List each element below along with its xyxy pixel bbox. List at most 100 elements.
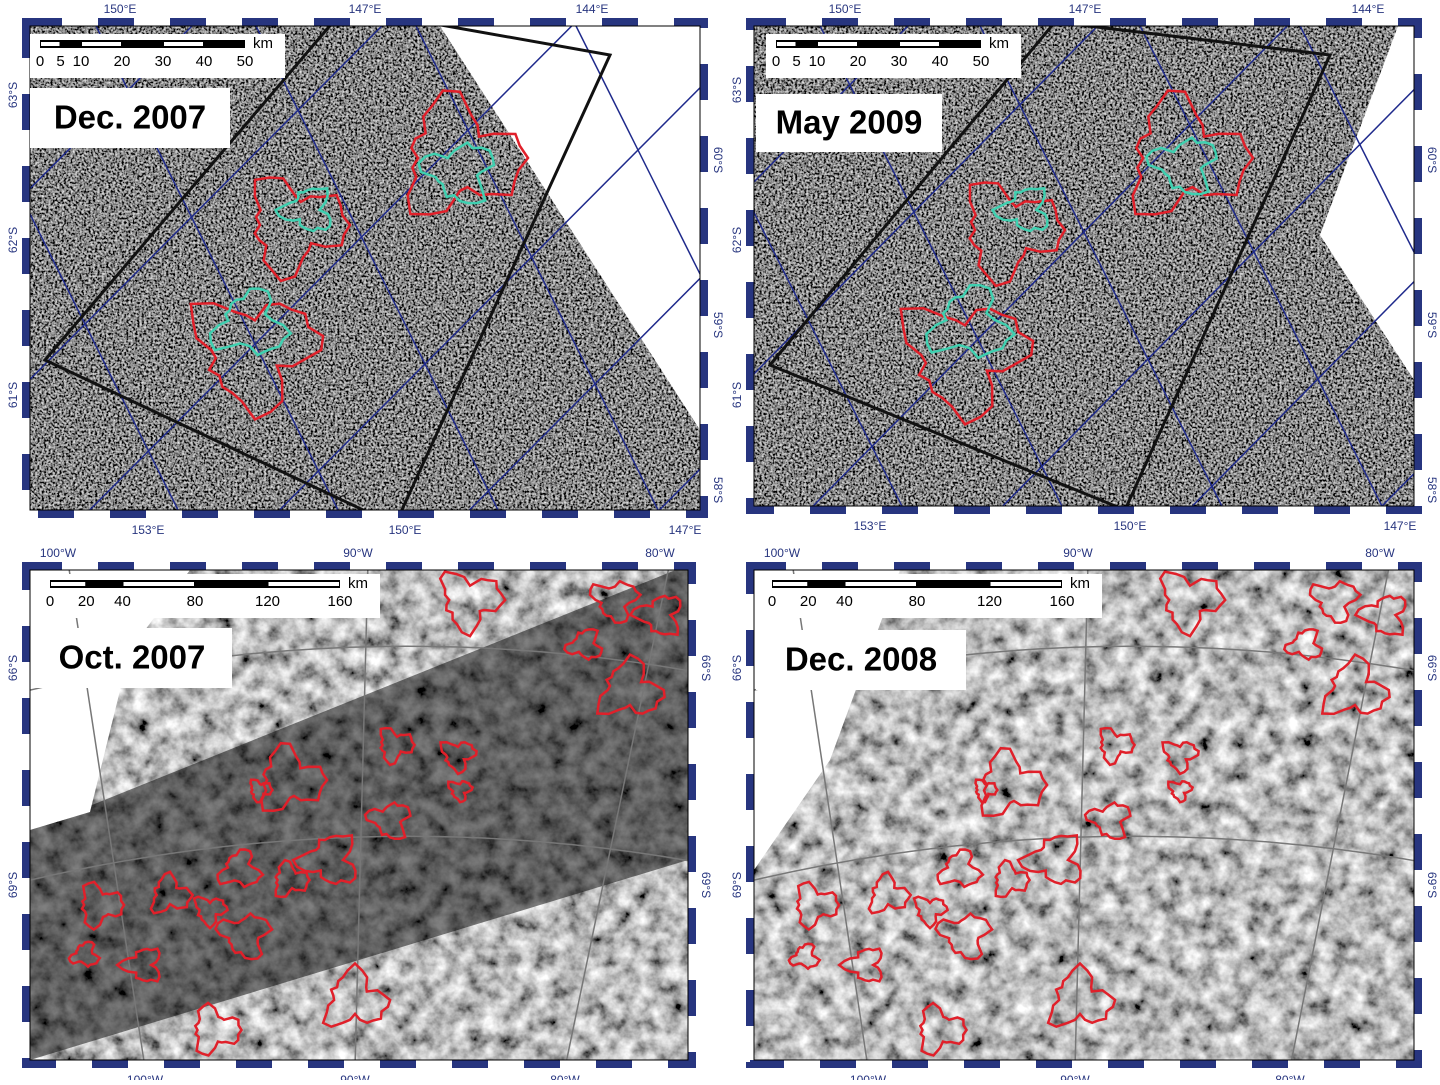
panel-title: Dec. 2007	[54, 99, 206, 136]
longitude-label: 147°E	[1069, 2, 1102, 16]
latitude-label: 69°S	[730, 872, 744, 898]
lake-outline	[249, 778, 274, 804]
graticule	[979, 26, 1223, 506]
graticule	[30, 212, 179, 510]
lake-outline	[438, 570, 507, 638]
longitude-label: 100°W	[127, 1073, 164, 1080]
graticule	[30, 835, 688, 881]
scale-label: 50	[973, 53, 990, 70]
latitude-label: 63°S	[6, 82, 20, 108]
panel-title: Oct. 2007	[59, 639, 206, 676]
lake-outline	[67, 940, 102, 969]
scale-segment	[82, 42, 121, 46]
latitude-label: 61°S	[6, 382, 20, 408]
scale-label: 10	[73, 53, 90, 70]
footprint	[767, 26, 1333, 506]
latitude-label: 66°S	[730, 655, 744, 681]
panel-title: Dec. 2008	[785, 641, 937, 678]
scale-label: 20	[78, 593, 95, 610]
lake-outline	[1167, 779, 1195, 804]
lake-shoreline	[925, 283, 1017, 360]
scale-label: 120	[255, 593, 280, 610]
scale-bar	[776, 40, 981, 48]
scale-unit: km	[989, 35, 1009, 52]
scale-label: 20	[114, 53, 131, 70]
graticule	[88, 26, 573, 510]
graticule	[812, 26, 1289, 506]
lake-outline	[994, 858, 1032, 899]
lake-outline	[795, 880, 841, 932]
scale-segment	[164, 42, 203, 46]
longitude-label: 100°W	[40, 546, 77, 560]
lake-shoreline	[990, 186, 1049, 233]
lake-outline	[867, 870, 913, 915]
title-box	[30, 88, 230, 148]
lake-outline	[1320, 653, 1391, 716]
scale-segment	[51, 582, 86, 586]
graticule	[278, 86, 700, 510]
scale-label: 5	[792, 53, 800, 70]
scale-label: 0	[46, 593, 54, 610]
longitude-label: 144°E	[576, 2, 609, 16]
lake-outline	[1308, 579, 1363, 624]
scale-label: 30	[891, 53, 908, 70]
graticule	[1139, 26, 1383, 506]
scale-label: 10	[809, 53, 826, 70]
latitude-label: 69°S	[699, 872, 713, 898]
lake-outline	[595, 653, 666, 716]
lake-outline	[1353, 594, 1407, 637]
longitude-label: 80°W	[1365, 546, 1395, 560]
longitude-label: 100°W	[850, 1073, 887, 1080]
scale-segment	[773, 582, 808, 586]
scale-label: 0	[36, 53, 44, 70]
lake-outline	[149, 870, 195, 915]
lake-outline	[80, 880, 126, 932]
scale-label: 80	[909, 593, 926, 610]
longitude-label: 144°E	[1352, 2, 1385, 16]
scale-segment	[777, 42, 796, 46]
scale-segment	[268, 582, 339, 586]
scale-label: 120	[977, 593, 1002, 610]
graticule	[819, 26, 1063, 506]
scale-bar	[40, 40, 245, 48]
frame-ticks	[22, 18, 708, 518]
scale-segment	[845, 582, 916, 586]
scale-label: 80	[187, 593, 204, 610]
latitude-label: 60°S	[1425, 147, 1439, 173]
longitude-label: 147°E	[669, 523, 702, 537]
graticule	[415, 26, 659, 510]
latitude-label: 62°S	[730, 227, 744, 253]
scale-unit: km	[253, 35, 273, 52]
scale-label: 40	[196, 53, 213, 70]
frame-line	[29, 25, 701, 511]
latitude-label: 66°S	[6, 655, 20, 681]
lake-outline	[193, 1001, 243, 1057]
scale-label: 5	[56, 53, 64, 70]
lake-outline	[968, 181, 1067, 288]
latitude-label: 69°S	[1425, 872, 1439, 898]
title-box	[32, 628, 232, 688]
title-box	[756, 630, 966, 690]
lake-outline	[291, 834, 357, 886]
longitude-label: 147°E	[1384, 519, 1417, 533]
scale-label: 20	[850, 53, 867, 70]
longitude-label: 90°W	[340, 1073, 370, 1080]
graticule	[468, 277, 700, 510]
lake-outline	[321, 961, 392, 1029]
map-panel: 150°E 147°E 144°E 153°E 150°E 147°E 63°S 62°S 61…	[730, 2, 1439, 533]
scale-label: 20	[800, 593, 817, 610]
scale-label: 160	[1049, 593, 1074, 610]
scale-label: 50	[237, 53, 254, 70]
lake-outline	[628, 594, 682, 637]
graticule	[1299, 26, 1414, 254]
lake-outline	[1282, 628, 1324, 662]
scale-label: 40	[932, 53, 949, 70]
scale-segment	[818, 42, 857, 46]
lake-shoreline	[273, 186, 332, 233]
latitude-label: 69°S	[6, 872, 20, 898]
latitude-label: 58°S	[1425, 477, 1439, 503]
lake-outline	[1131, 89, 1255, 216]
lake-outline	[260, 741, 329, 812]
graticule	[565, 570, 670, 1060]
lake-outline	[562, 628, 604, 662]
